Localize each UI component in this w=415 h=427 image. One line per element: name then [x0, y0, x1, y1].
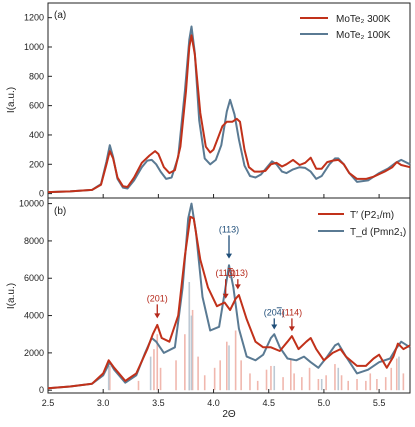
panel-b-frame	[47, 197, 411, 394]
annotation-label: (114)	[282, 307, 302, 317]
x-tick-label: 3.0	[97, 398, 110, 408]
y-tick-label: 6000	[24, 273, 44, 283]
legend-a-label-300k: MoTe₂ 300K	[336, 14, 391, 25]
y-tick-label: 2000	[24, 348, 44, 358]
legend-b-label-td: T_d (Pmn2₁)	[350, 227, 406, 238]
panel-b-annotations: (201)(113)(113)(113)(204)(114)	[147, 224, 302, 332]
panel-b-ylabel: I(a.u.)	[6, 283, 17, 309]
panel-a-label: (a)	[54, 10, 66, 21]
y-tick-label: 10000	[19, 199, 44, 209]
panel-b-series	[47, 202, 411, 390]
panel-a-yticks: 0 200 400 600 800 1000 1200	[24, 13, 52, 199]
panel-b: (b) I(a.u.) 2Θ 0 2000 4000 6000 8000 10000 2.…	[6, 197, 411, 420]
panel-b-label: (b)	[54, 206, 66, 217]
annotation-label: (201)	[147, 293, 168, 303]
x-tick-label: 5.0	[318, 398, 331, 408]
legend-a-label-100k: MoTe₂ 100K	[336, 30, 391, 41]
annotation-arrow-head	[288, 326, 295, 332]
series-line-0	[47, 34, 411, 194]
y-tick-label: 600	[29, 101, 44, 111]
y-tick-label: 1000	[24, 42, 44, 52]
panel-b-xlabel: 2Θ	[222, 409, 236, 420]
panel-a-legend: MoTe₂ 300K MoTe₂ 100K	[300, 14, 391, 41]
panel-a-xticks	[47, 194, 380, 198]
y-tick-label: 400	[29, 130, 44, 140]
panel-b-legend: T′ (P2₁/m) T_d (Pmn2₁)	[318, 210, 406, 238]
legend-b-label-tprime: T′ (P2₁/m)	[350, 210, 394, 221]
annotation-arrow-head	[234, 284, 241, 290]
annotation-arrow-head	[271, 324, 278, 330]
annotation-arrow-head	[154, 313, 161, 319]
x-tick-label: 4.5	[262, 398, 275, 408]
x-tick-label: 5.5	[373, 398, 386, 408]
series-line-0	[47, 215, 411, 390]
x-tick-label: 2.5	[42, 398, 55, 408]
y-tick-label: 1200	[24, 13, 44, 23]
panel-a-ylabel: I(a.u.)	[6, 87, 17, 113]
x-tick-label: 3.5	[152, 398, 165, 408]
panel-a-series	[47, 25, 411, 194]
y-tick-label: 800	[29, 71, 44, 81]
annotation-label: (113)	[219, 224, 239, 234]
x-tick-label: 4.0	[207, 398, 220, 408]
annotation-label: (204)	[264, 307, 285, 317]
panel-a: (a) I(a.u.) 0 200 400 600 800 1000 1200 MoTe₂ …	[6, 2, 411, 199]
y-tick-label: 200	[29, 159, 44, 169]
y-tick-label: 4000	[24, 311, 44, 321]
annotation-arrow-head	[222, 293, 229, 299]
y-tick-label: 0	[39, 189, 44, 199]
panel-b-xticks: 2.5 3.0 3.5 4.0 4.5 5.0 5.5	[42, 389, 386, 408]
panel-b-yticks: 0 2000 4000 6000 8000 10000	[19, 199, 52, 395]
y-tick-label: 0	[39, 385, 44, 395]
series-line-1	[47, 25, 411, 194]
annotation-arrow-head	[226, 253, 232, 259]
annotation-label: (113)	[228, 268, 248, 278]
annotation-label: (113)	[216, 268, 236, 278]
y-tick-label: 8000	[24, 236, 44, 246]
